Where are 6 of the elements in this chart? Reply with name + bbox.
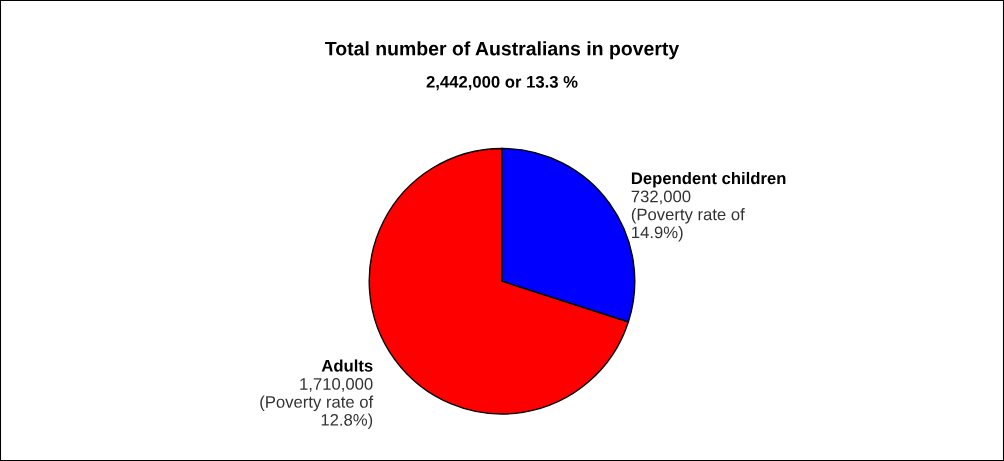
slice-label: Dependent children xyxy=(631,171,786,188)
data-label: 732,000 (Poverty rate of 14.9%) xyxy=(631,190,745,242)
slice-label: Adults xyxy=(321,359,373,372)
data-label: 1,710,000 (Poverty rate of 12.8%) xyxy=(260,378,374,430)
chart-subtitle: 2,442,000 or 13.3 % xyxy=(426,75,578,91)
chart-title: Total number of Australians in poverty xyxy=(325,41,680,60)
